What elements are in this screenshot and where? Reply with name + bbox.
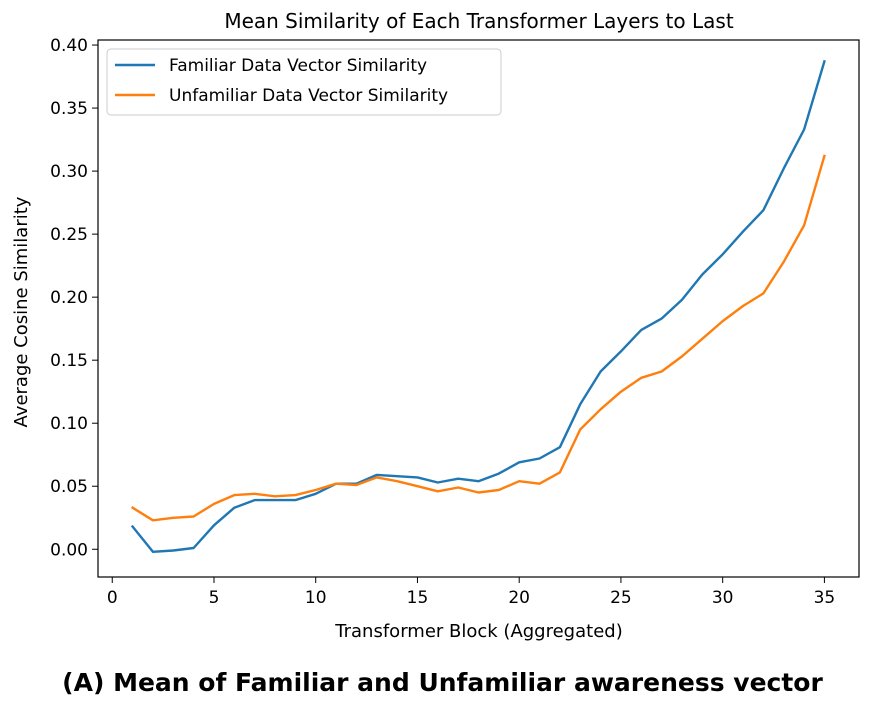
x-tick-label: 0 — [107, 588, 118, 608]
chart-title: Mean Similarity of Each Transformer Laye… — [224, 9, 733, 33]
legend-label-2: Unfamiliar Data Vector Similarity — [169, 86, 448, 106]
legend-label-1: Familiar Data Vector Similarity — [169, 56, 427, 76]
y-tick-label: 0.00 — [50, 540, 88, 560]
y-tick-label: 0.35 — [50, 99, 88, 119]
y-axis: 0.00 0.05 0.10 0.15 0.20 0.25 0.30 0.35 0.40 — [50, 36, 98, 560]
series-line-2 — [130, 154, 826, 522]
y-tick-label: 0.40 — [50, 36, 88, 56]
x-axis: 0 5 10 15 20 25 30 35 — [107, 577, 835, 608]
legend-box — [106, 48, 502, 116]
y-tick-label: 0.20 — [50, 288, 88, 308]
y-tick-label: 0.15 — [50, 351, 88, 371]
x-tick-label: 15 — [407, 588, 429, 608]
x-tick-label: 25 — [610, 588, 632, 608]
x-tick-label: 35 — [814, 588, 836, 608]
line-chart: Mean Similarity of Each Transformer Laye… — [11, 9, 860, 642]
x-tick-label: 30 — [712, 588, 734, 608]
x-tick-label: 10 — [305, 588, 327, 608]
y-tick-label: 0.10 — [50, 414, 88, 434]
series-line-1 — [130, 59, 826, 553]
x-tick-label: 20 — [508, 588, 530, 608]
y-tick-label: 0.05 — [50, 477, 88, 497]
y-axis-label: Average Cosine Similarity — [11, 196, 32, 427]
legend: Familiar Data Vector Similarity Unfamilia… — [106, 48, 502, 116]
plot-frame — [97, 39, 860, 578]
plot-area — [130, 59, 826, 553]
y-tick-label: 0.25 — [50, 225, 88, 245]
x-axis-label: Transformer Block (Aggregated) — [334, 621, 622, 642]
figure-caption: (A) Mean of Familiar and Unfamiliar awar… — [62, 668, 823, 697]
y-tick-label: 0.30 — [50, 162, 88, 182]
x-tick-label: 5 — [209, 588, 220, 608]
